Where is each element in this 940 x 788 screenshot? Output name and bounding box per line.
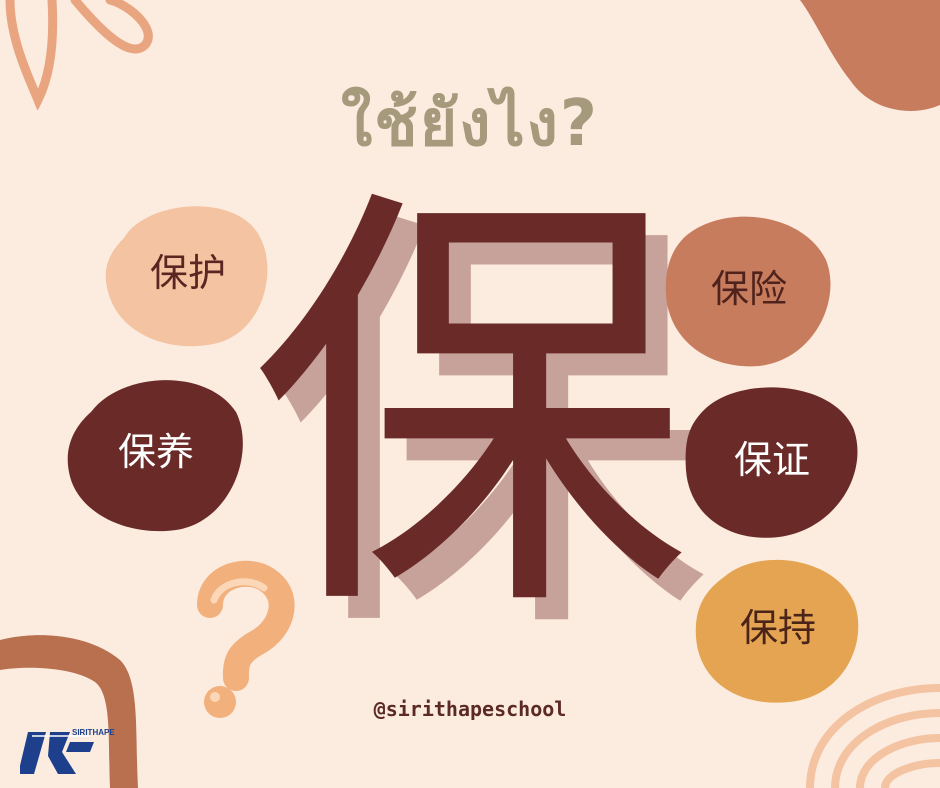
bottom-left-shape-decoration	[0, 635, 138, 788]
blob-fill	[695, 559, 859, 703]
logo-brand-text: SIRITHAPE	[72, 728, 115, 737]
page-title: ใช้ยังไง?	[341, 87, 599, 161]
word-bubble-5: 保持	[694, 552, 862, 704]
sirithape-logo: SIRITHAPE	[20, 728, 115, 778]
main-character: 保	[250, 154, 690, 666]
blob-fill	[67, 380, 243, 532]
word-bubble-1: 保护	[104, 198, 272, 348]
word-label: 保护	[149, 251, 226, 295]
word-bubble-3: 保养	[66, 372, 246, 532]
blob-shape	[665, 216, 831, 367]
blob-fill	[105, 206, 268, 347]
blob-shape	[67, 380, 243, 532]
word-label: 保养	[117, 430, 194, 474]
concentric-arcs-decoration	[806, 684, 940, 788]
blob-shape	[105, 206, 268, 347]
top-right-blob-decoration	[800, 0, 940, 112]
word-label: 保持	[739, 606, 816, 650]
question-mark-icon	[197, 560, 295, 718]
word-label: 保证	[733, 438, 810, 482]
blob-fill	[665, 216, 831, 367]
main-character-shadow: 保	[272, 176, 712, 688]
word-bubble-4: 保证	[684, 380, 860, 540]
word-label: 保险	[710, 267, 787, 311]
blob-shape	[685, 387, 858, 538]
sirithape-logo-icon	[20, 732, 94, 774]
word-bubble-2: 保险	[664, 210, 834, 368]
social-handle: @sirithapeschool	[373, 697, 567, 721]
flower-outline-decoration	[5, 0, 153, 110]
blob-fill	[685, 387, 858, 538]
blob-shape	[695, 559, 859, 703]
